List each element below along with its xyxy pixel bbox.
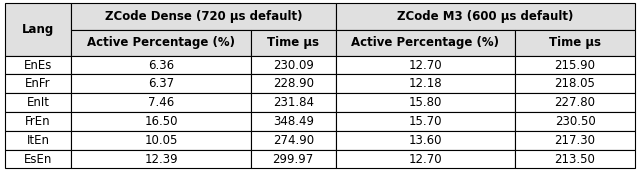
Text: 274.90: 274.90 xyxy=(273,134,314,147)
Text: 16.50: 16.50 xyxy=(144,115,178,128)
Text: 7.46: 7.46 xyxy=(148,96,174,109)
Bar xyxy=(251,131,336,150)
Bar xyxy=(71,131,251,150)
Bar xyxy=(336,3,635,30)
Text: 227.80: 227.80 xyxy=(554,96,596,109)
Text: 299.97: 299.97 xyxy=(273,153,314,166)
Text: Active Percentage (%): Active Percentage (%) xyxy=(87,36,235,49)
Text: Lang: Lang xyxy=(22,23,54,36)
Text: EnEs: EnEs xyxy=(24,58,52,71)
Bar xyxy=(251,56,336,74)
Bar xyxy=(71,56,251,74)
Text: ZCode Dense (720 μs default): ZCode Dense (720 μs default) xyxy=(105,10,302,23)
Bar xyxy=(336,112,515,131)
Bar xyxy=(515,150,635,168)
Bar xyxy=(336,56,515,74)
Bar xyxy=(5,3,71,56)
Text: FrEn: FrEn xyxy=(26,115,51,128)
Text: 217.30: 217.30 xyxy=(554,134,596,147)
Text: 15.70: 15.70 xyxy=(409,115,442,128)
Bar xyxy=(5,74,71,93)
Bar xyxy=(515,74,635,93)
Bar xyxy=(515,56,635,74)
Text: 12.70: 12.70 xyxy=(409,153,442,166)
Bar xyxy=(251,74,336,93)
Bar xyxy=(336,131,515,150)
Bar xyxy=(71,74,251,93)
Bar xyxy=(515,30,635,56)
Text: 231.84: 231.84 xyxy=(273,96,314,109)
Bar xyxy=(336,93,515,112)
Bar xyxy=(71,112,251,131)
Bar xyxy=(515,131,635,150)
Text: EsEn: EsEn xyxy=(24,153,52,166)
Bar xyxy=(336,150,515,168)
Text: 228.90: 228.90 xyxy=(273,77,314,90)
Bar xyxy=(251,112,336,131)
Text: Time μs: Time μs xyxy=(268,36,319,49)
Text: 215.90: 215.90 xyxy=(554,58,596,71)
Bar xyxy=(71,93,251,112)
Bar xyxy=(251,30,336,56)
Text: 218.05: 218.05 xyxy=(555,77,595,90)
Text: ItEn: ItEn xyxy=(27,134,50,147)
Bar xyxy=(251,150,336,168)
Text: 6.37: 6.37 xyxy=(148,77,174,90)
Text: EnFr: EnFr xyxy=(26,77,51,90)
Text: Active Percentage (%): Active Percentage (%) xyxy=(351,36,499,49)
Text: 10.05: 10.05 xyxy=(144,134,178,147)
Bar xyxy=(5,131,71,150)
Bar xyxy=(71,3,336,30)
Bar xyxy=(251,93,336,112)
Bar xyxy=(336,74,515,93)
Bar xyxy=(515,93,635,112)
Bar xyxy=(336,30,515,56)
Bar xyxy=(5,93,71,112)
Text: 12.18: 12.18 xyxy=(409,77,442,90)
Text: 12.39: 12.39 xyxy=(144,153,178,166)
Text: EnIt: EnIt xyxy=(27,96,50,109)
Bar xyxy=(5,112,71,131)
Bar xyxy=(5,150,71,168)
Bar xyxy=(5,56,71,74)
Text: 230.50: 230.50 xyxy=(555,115,595,128)
Text: 6.36: 6.36 xyxy=(148,58,174,71)
Bar xyxy=(71,150,251,168)
Text: ZCode M3 (600 μs default): ZCode M3 (600 μs default) xyxy=(397,10,573,23)
Text: Time μs: Time μs xyxy=(549,36,601,49)
Text: 13.60: 13.60 xyxy=(409,134,442,147)
Text: 12.70: 12.70 xyxy=(409,58,442,71)
Bar xyxy=(71,30,251,56)
Text: 230.09: 230.09 xyxy=(273,58,314,71)
Text: 213.50: 213.50 xyxy=(555,153,595,166)
Bar xyxy=(515,112,635,131)
Text: 348.49: 348.49 xyxy=(273,115,314,128)
Text: 15.80: 15.80 xyxy=(409,96,442,109)
